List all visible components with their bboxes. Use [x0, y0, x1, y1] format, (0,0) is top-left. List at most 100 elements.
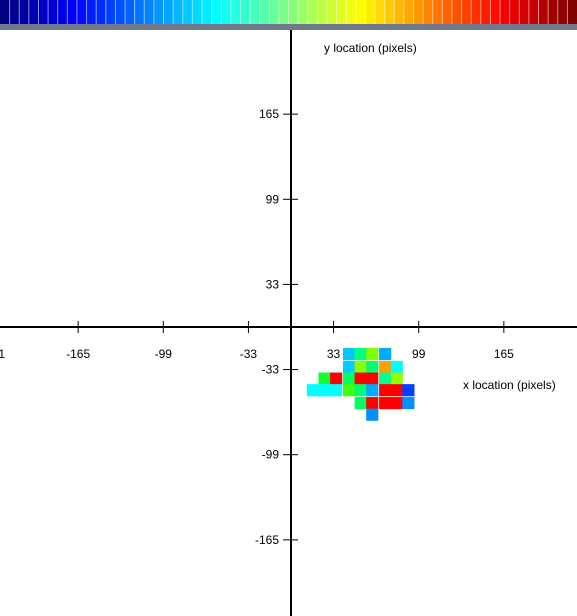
y-tick-label: -99 — [262, 448, 280, 462]
x-tick-label: -99 — [155, 347, 173, 361]
y-tick-label: -33 — [262, 363, 280, 377]
colorbar-segment — [125, 0, 135, 24]
heatmap-cell — [379, 397, 392, 410]
colorbar-segment — [480, 0, 491, 24]
colorbar-segment — [403, 0, 414, 24]
colorbar-segment — [192, 0, 203, 24]
colorbar-segment — [442, 0, 453, 24]
colorbar-segment — [346, 0, 357, 24]
colorbar-segment — [336, 0, 347, 24]
colorbar-segment — [269, 0, 280, 24]
heatmap-cell — [330, 384, 343, 397]
y-tick-label: 165 — [259, 107, 279, 121]
heatmap-cell — [342, 372, 356, 385]
colorbar-segment — [144, 0, 155, 24]
heatmap-cell — [390, 372, 403, 385]
colorbar-segment — [153, 0, 164, 24]
heatmap-cell — [342, 384, 356, 397]
colorbar-segment — [413, 0, 424, 24]
colorbar-segment — [86, 0, 97, 24]
heatmap-cell — [402, 397, 415, 410]
y-tick-label: 33 — [266, 277, 280, 291]
colorbar-segment — [317, 0, 328, 24]
heatmap-cell — [366, 348, 379, 361]
heatmap-cell — [366, 397, 379, 410]
colorbar-segment — [471, 0, 482, 24]
colorbar-segment — [173, 0, 184, 24]
colorbar-segment — [375, 0, 385, 24]
colorbar-segment — [96, 0, 107, 24]
colorbar-segment — [259, 0, 270, 24]
colorbar-segment — [134, 0, 145, 24]
colorbar-segment — [557, 0, 568, 24]
heatmap-cell — [342, 360, 356, 374]
colorbar-segment — [298, 0, 309, 24]
colorbar-segment — [365, 0, 376, 24]
colorbar-segment — [326, 0, 337, 24]
colorbar-segment — [48, 0, 58, 24]
heatmap-cell — [379, 372, 392, 385]
colorbar-segment — [432, 0, 443, 24]
colorbar-segment — [115, 0, 126, 24]
heatmap-cell — [306, 384, 319, 397]
colorbar-segment — [67, 0, 78, 24]
heatmap-cell — [366, 408, 379, 421]
colorbar-segment — [394, 0, 405, 24]
heatmap-cell — [342, 348, 356, 361]
colorbar-segment — [307, 0, 318, 24]
colorbar-segment — [240, 0, 251, 24]
heatmap-cell — [354, 360, 367, 374]
colorbar-segment — [355, 0, 366, 24]
colorbar-segment — [182, 0, 193, 24]
x-tick-label: 99 — [412, 347, 426, 361]
x-tick-label: -231 — [0, 347, 5, 361]
colorbar-segment — [500, 0, 510, 24]
y-axis-title: y location (pixels) — [324, 41, 417, 55]
colorbar-segment — [19, 0, 30, 24]
colorbar-segment — [76, 0, 87, 24]
colorbar-segment — [278, 0, 289, 24]
colorbar-segment — [221, 0, 232, 24]
colorbar-segment — [230, 0, 241, 24]
colorbar-segment — [384, 0, 395, 24]
colorbar-segment — [28, 0, 39, 24]
colorbar-segment — [509, 0, 520, 24]
colorbar-segment — [451, 0, 462, 24]
colorbar-segment — [528, 0, 539, 24]
colorbar-segment — [461, 0, 472, 24]
colorbar — [0, 0, 577, 24]
heatmap-cell — [318, 384, 331, 397]
colorbar-segment — [288, 0, 299, 24]
heatmap-cell — [354, 397, 367, 410]
heatmap-cell — [390, 360, 403, 374]
heatmap-cell — [402, 384, 415, 397]
x-tick-label: 33 — [327, 347, 341, 361]
colorbar-segment — [38, 0, 49, 24]
colorbar-segment — [9, 0, 20, 24]
colorbar-segment — [163, 0, 174, 24]
y-tick-label: 99 — [266, 192, 280, 206]
colorbar-segment — [201, 0, 212, 24]
colorbar-segment — [423, 0, 434, 24]
heatmap-cell — [318, 372, 331, 385]
heatmap-cell — [330, 372, 343, 385]
colorbar-segment — [567, 0, 577, 24]
y-tick-label: -165 — [255, 533, 279, 547]
colorbar-segment — [250, 0, 260, 24]
colorbar-segment — [519, 0, 530, 24]
x-tick-label: 165 — [494, 347, 514, 361]
heatmap-cell — [366, 372, 379, 385]
heatmap-plot: -231 -165 -99 -33 33 99 165 165 99 33 -33 -99 -165 y… — [0, 30, 577, 616]
colorbar-segment — [0, 0, 10, 24]
heatmap-cell — [379, 360, 392, 374]
heatmap-cell — [354, 372, 367, 385]
heatmap-cell — [366, 360, 379, 374]
heatmap-cell — [390, 384, 403, 397]
x-tick-label: -33 — [240, 347, 258, 361]
ticks-layer: -231 -165 -99 -33 33 99 165 165 99 33 -33 -99 -165 — [0, 107, 514, 547]
colorbar-segment — [57, 0, 68, 24]
x-axis-title: x location (pixels) — [463, 378, 556, 392]
colorbar-segment — [211, 0, 222, 24]
colorbar-border — [0, 24, 577, 30]
x-tick-label: -165 — [66, 347, 90, 361]
